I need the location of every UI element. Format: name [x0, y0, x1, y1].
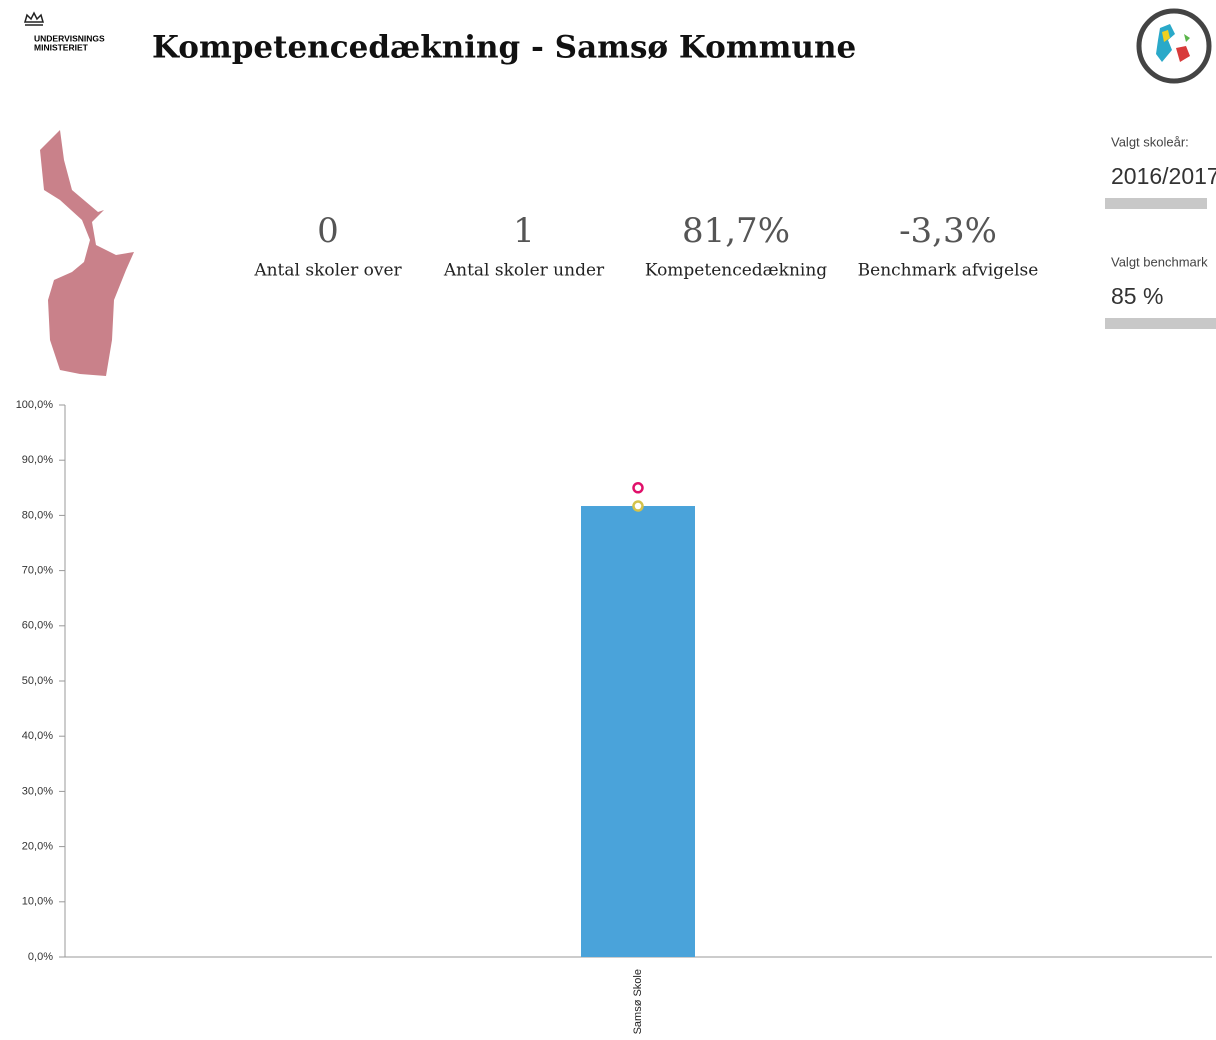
- crown-icon: [24, 11, 44, 26]
- slicer-label: Valgt benchmark: [1111, 254, 1208, 269]
- denmark-logo: [1136, 8, 1212, 84]
- kpi-value: 0: [317, 211, 339, 251]
- logo-text: MINISTERIET: [34, 42, 89, 52]
- bar: [581, 506, 695, 957]
- kpi-row: 0 Antal skoler over 1 Antal skoler under 81,…: [253, 211, 1038, 281]
- slicer-value: 85 %: [1111, 283, 1163, 309]
- kpi-value: 81,7%: [682, 211, 790, 251]
- marker: [632, 500, 644, 512]
- logo-text: UNDERVISNINGS: [34, 33, 105, 43]
- y-tick-label: 20,0%: [22, 841, 53, 853]
- kpi-label: Benchmark afvigelse: [858, 261, 1039, 281]
- y-tick-label: 30,0%: [22, 785, 53, 797]
- kpi-label: Kompetencedækning: [645, 261, 827, 281]
- y-tick-label: 0,0%: [28, 951, 53, 963]
- page-title: Kompetencedækning - Samsø Kommune: [152, 30, 856, 66]
- y-tick-label: 100,0%: [16, 399, 54, 411]
- kpi-value: -3,3%: [899, 211, 997, 251]
- y-tick-label: 70,0%: [22, 565, 53, 577]
- marker: [632, 482, 644, 494]
- y-tick-label: 50,0%: [22, 675, 53, 687]
- y-tick-label: 40,0%: [22, 730, 53, 742]
- samso-map: [40, 130, 134, 376]
- slicers: Valgt skoleår: 2016/2017 Valgt benchmark 85…: [1105, 134, 1216, 329]
- y-tick-label: 60,0%: [22, 620, 53, 632]
- y-tick-label: 90,0%: [22, 454, 53, 466]
- slicer-bar: [1105, 198, 1207, 209]
- kpi-label: Antal skoler under: [443, 261, 605, 281]
- slicer-bar: [1105, 318, 1216, 329]
- kpi-value: 1: [513, 211, 535, 251]
- kpi-label: Antal skoler over: [253, 261, 402, 281]
- slicer-value: 2016/2017: [1111, 163, 1216, 189]
- y-tick-label: 80,0%: [22, 509, 53, 521]
- y-tick-label: 10,0%: [22, 896, 53, 908]
- chart: 0,0% 10,0% 20,0% 30,0% 40,0% 50,0% 60,0% 70,0% 8…: [16, 399, 1212, 1034]
- slicer-label: Valgt skoleår:: [1111, 134, 1189, 149]
- x-tick-label: Samsø Skole: [632, 969, 644, 1034]
